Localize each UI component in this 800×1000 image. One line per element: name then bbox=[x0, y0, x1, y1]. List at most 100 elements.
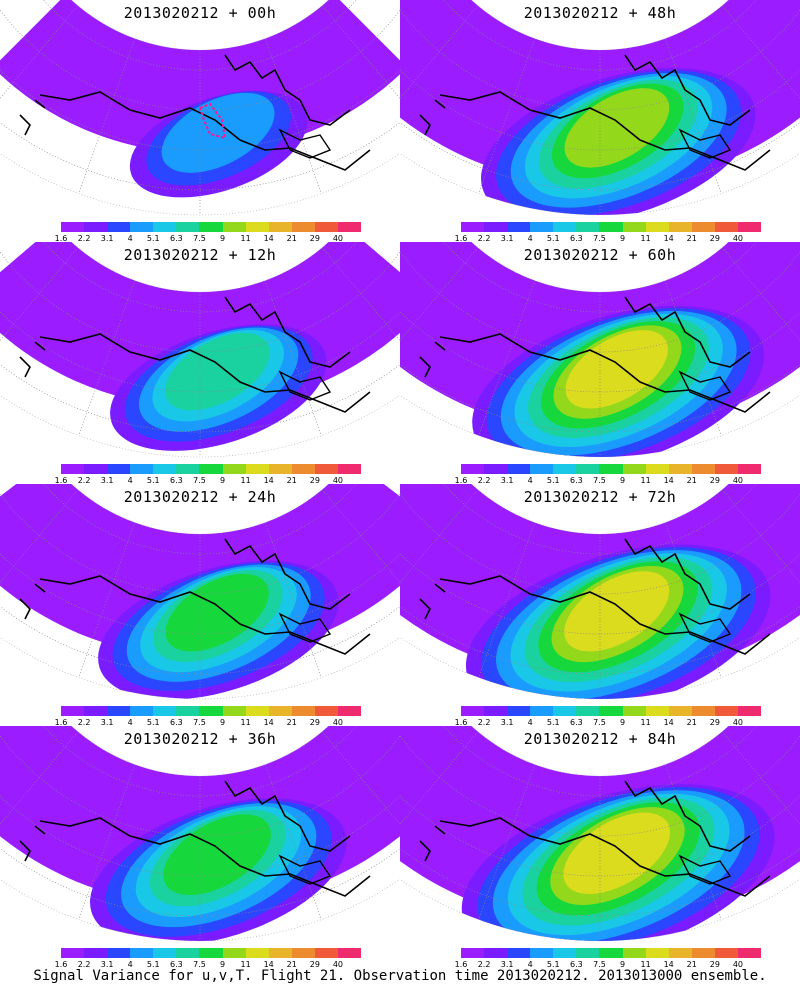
colorbar-tick-label: 21 bbox=[286, 234, 297, 243]
colorbar-swatch bbox=[507, 464, 531, 474]
colorbar-swatch bbox=[314, 222, 339, 232]
forecast-map bbox=[0, 0, 400, 216]
variance-field bbox=[400, 726, 800, 942]
colorbar-tick-label: 11 bbox=[640, 718, 651, 727]
colorbar-swatch bbox=[84, 222, 108, 232]
colorbar-swatch bbox=[153, 948, 177, 958]
colorbar-swatch bbox=[291, 706, 316, 716]
colorbar-tick-label: 6.3 bbox=[170, 234, 183, 243]
graticule-meridian bbox=[321, 489, 400, 583]
colorbar-tick-label: 5.1 bbox=[146, 960, 160, 969]
map-domain-outline bbox=[400, 484, 800, 700]
colorbar-swatch bbox=[130, 706, 154, 716]
coastline bbox=[39, 333, 371, 413]
coastline bbox=[624, 538, 751, 610]
colorbar-tick-label: 9 bbox=[619, 960, 626, 969]
graticule-meridian bbox=[478, 522, 536, 678]
colorbar-tick-label: 4 bbox=[127, 476, 133, 485]
colorbar-tick-label: 2.2 bbox=[77, 718, 91, 727]
colorbar-swatch bbox=[245, 222, 270, 232]
colorbar-tick-label: 40 bbox=[332, 476, 344, 485]
colorbar-swatch bbox=[222, 464, 247, 474]
colorbar-swatch bbox=[245, 464, 270, 474]
variance-field bbox=[0, 0, 400, 198]
field-contour bbox=[563, 812, 671, 895]
colorbar-swatch bbox=[530, 464, 554, 474]
colorbar-tick-label: 3.1 bbox=[100, 960, 114, 969]
colorbar-swatch bbox=[737, 464, 762, 474]
graticule-meridian bbox=[664, 764, 722, 920]
colorbar-swatch bbox=[176, 706, 200, 716]
colorbar-tick-label: 29 bbox=[309, 234, 320, 243]
graticule-meridian bbox=[264, 38, 322, 194]
colorbar-tick-label: 5.1 bbox=[146, 476, 160, 485]
colorbar-tick-label: 29 bbox=[709, 960, 720, 969]
colorbar-tick-label: 7.5 bbox=[193, 718, 206, 727]
colorbar-tick-label: 29 bbox=[709, 718, 720, 727]
graticule-meridian bbox=[721, 5, 800, 99]
colorbar-swatch bbox=[645, 464, 670, 474]
graticule-meridian bbox=[78, 280, 136, 436]
colorbar-tick-label: 14 bbox=[663, 960, 674, 969]
colorbar-swatch bbox=[645, 948, 670, 958]
colorbar-swatch bbox=[691, 706, 716, 716]
colorbar-tick-label: 7.5 bbox=[193, 234, 206, 243]
coastline bbox=[39, 575, 371, 655]
colorbar-tick-label: 4 bbox=[527, 960, 533, 969]
colorbar-swatch bbox=[691, 222, 716, 232]
colorbar bbox=[61, 706, 362, 718]
graticule-parallel bbox=[400, 605, 800, 675]
colorbar-swatch bbox=[222, 222, 247, 232]
colorbar-swatch bbox=[668, 464, 693, 474]
colorbar-swatch bbox=[61, 706, 85, 716]
colorbar-tick-label: 2.2 bbox=[477, 718, 491, 727]
colorbar-swatch bbox=[337, 706, 362, 716]
colorbar-tick-label: 5.1 bbox=[546, 476, 560, 485]
colorbar-swatch bbox=[61, 222, 85, 232]
map-panel-00h: 2013020212 + 00h 1.6 2.2 3.1 4 5.1 6.3 7.5 9 11 1… bbox=[0, 0, 400, 243]
colorbar-tick-label: 3.1 bbox=[500, 960, 514, 969]
graticule-meridian bbox=[664, 38, 722, 194]
colorbar-swatch bbox=[107, 222, 131, 232]
colorbar-tick-label: 3.1 bbox=[500, 718, 514, 727]
graticule-meridian bbox=[78, 522, 136, 678]
colorbar bbox=[461, 464, 762, 476]
colorbar-tick-label: 11 bbox=[640, 234, 651, 243]
colorbar-tick-label: 14 bbox=[263, 476, 274, 485]
coastline bbox=[439, 817, 771, 897]
colorbar-swatch bbox=[645, 706, 670, 716]
colorbar-tick-label: 11 bbox=[240, 960, 251, 969]
graticule-meridian bbox=[0, 731, 79, 825]
graticule-meridian bbox=[400, 5, 479, 99]
colorbar-tick-label: 4 bbox=[127, 718, 133, 727]
forecast-map bbox=[0, 726, 400, 942]
graticule-meridian bbox=[721, 731, 800, 825]
map-panel-36h: 2013020212 + 36h 1.6 2.2 3.1 4 5.1 6.3 7.5 9 11 1… bbox=[0, 726, 400, 969]
coastline bbox=[224, 780, 351, 852]
forecast-map bbox=[0, 484, 400, 700]
graticule-meridian bbox=[400, 731, 479, 825]
colorbar-tick-label: 9 bbox=[219, 476, 226, 485]
colorbar-tick-label: 9 bbox=[619, 718, 626, 727]
map-panel-60h: 2013020212 + 60h 1.6 2.2 3.1 4 5.1 6.3 7.5 9 11 1… bbox=[400, 242, 800, 485]
colorbar-swatch bbox=[245, 948, 270, 958]
forecast-map bbox=[0, 242, 400, 458]
colorbar-tick-label: 4 bbox=[127, 960, 133, 969]
map-panel-12h: 2013020212 + 12h 1.6 2.2 3.1 4 5.1 6.3 7.5 9 11 1… bbox=[0, 242, 400, 485]
graticule-parallel bbox=[400, 363, 800, 433]
coastline bbox=[419, 825, 446, 862]
colorbar-swatch bbox=[291, 948, 316, 958]
graticule-parallel bbox=[0, 363, 400, 433]
map-domain-outline bbox=[0, 0, 400, 216]
colorbar-tick-label: 21 bbox=[686, 960, 697, 969]
colorbar-swatch bbox=[61, 948, 85, 958]
colorbar-tick-label: 5.1 bbox=[546, 234, 560, 243]
colorbar-swatch bbox=[268, 222, 293, 232]
graticule-parallel bbox=[0, 605, 400, 675]
colorbar-swatch bbox=[199, 222, 224, 232]
colorbar-swatch bbox=[84, 948, 108, 958]
colorbar-swatch bbox=[291, 464, 316, 474]
coastline bbox=[678, 370, 732, 401]
coastline bbox=[278, 370, 332, 401]
colorbar-tick-label: 21 bbox=[286, 960, 297, 969]
